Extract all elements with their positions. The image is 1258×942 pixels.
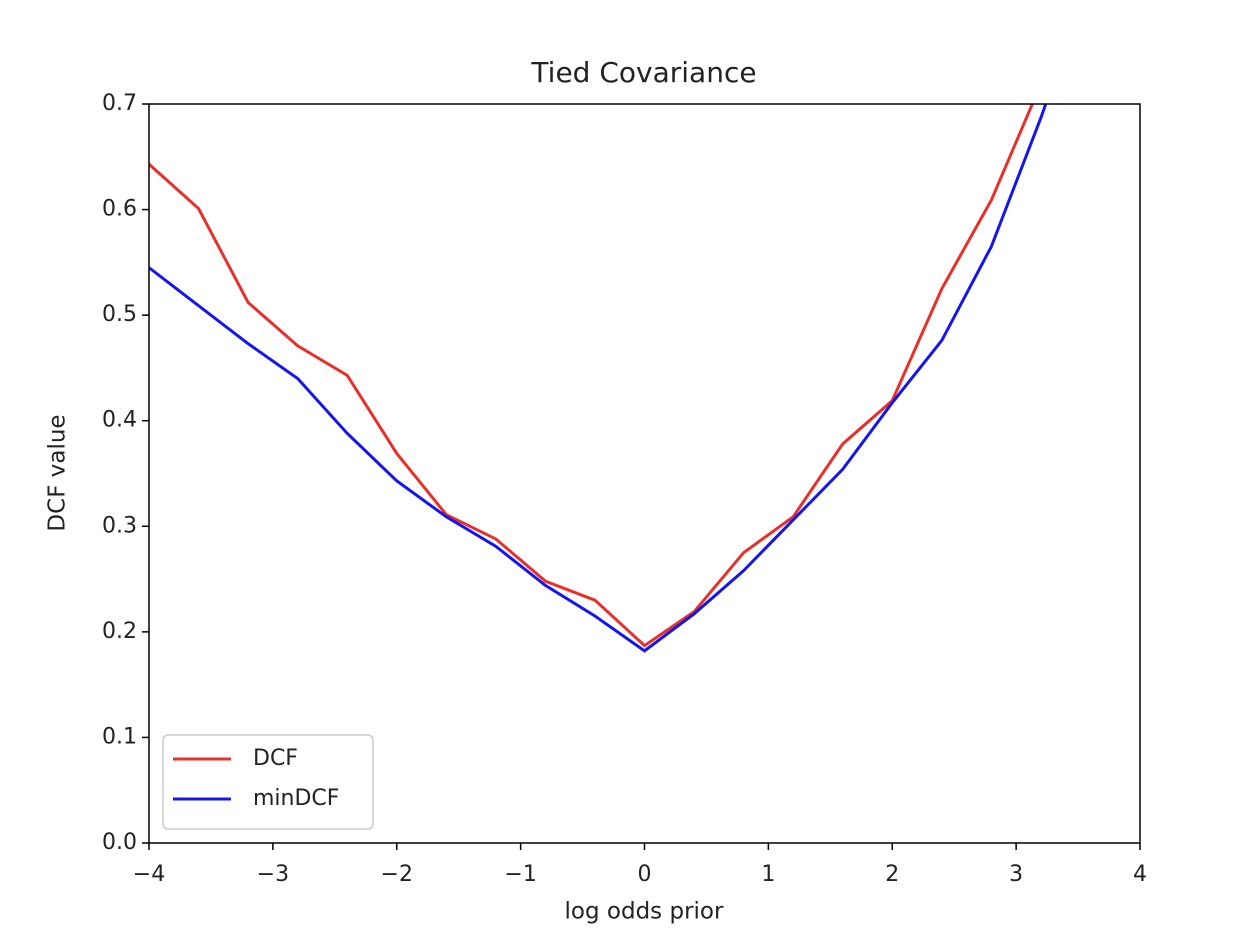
legend-label: minDCF	[253, 786, 339, 811]
data-line	[149, 104, 1034, 648]
y-tick-label: 0.2	[102, 619, 137, 644]
plot-area	[149, 104, 1048, 653]
x-tick-label: 3	[1009, 862, 1023, 887]
y-tick-label: 0.4	[102, 408, 137, 433]
x-tick-label: −2	[381, 862, 413, 887]
y-tick-label: 0.5	[102, 302, 137, 327]
x-tick-label: 4	[1133, 862, 1147, 887]
x-tick-label: −4	[133, 862, 165, 887]
x-tick-label: 1	[761, 862, 775, 887]
y-axis-label: DCF value	[45, 414, 71, 531]
y-tick-label: 0.6	[102, 197, 137, 222]
x-tick-label: 2	[885, 862, 899, 887]
y-tick-label: 0.7	[102, 91, 137, 116]
chart-title: Tied Covariance	[530, 56, 756, 89]
data-line	[149, 104, 1048, 653]
x-tick-label: −3	[257, 862, 289, 887]
x-tick-label: 0	[638, 862, 652, 887]
y-tick-label: 0.3	[102, 513, 137, 538]
y-tick-label: 0.0	[102, 830, 137, 855]
x-axis-label: log odds prior	[565, 899, 724, 925]
legend-label: DCF	[253, 746, 298, 771]
y-tick-label: 0.1	[102, 724, 137, 749]
plot-frame	[148, 103, 1141, 844]
x-tick-label: −1	[504, 862, 536, 887]
